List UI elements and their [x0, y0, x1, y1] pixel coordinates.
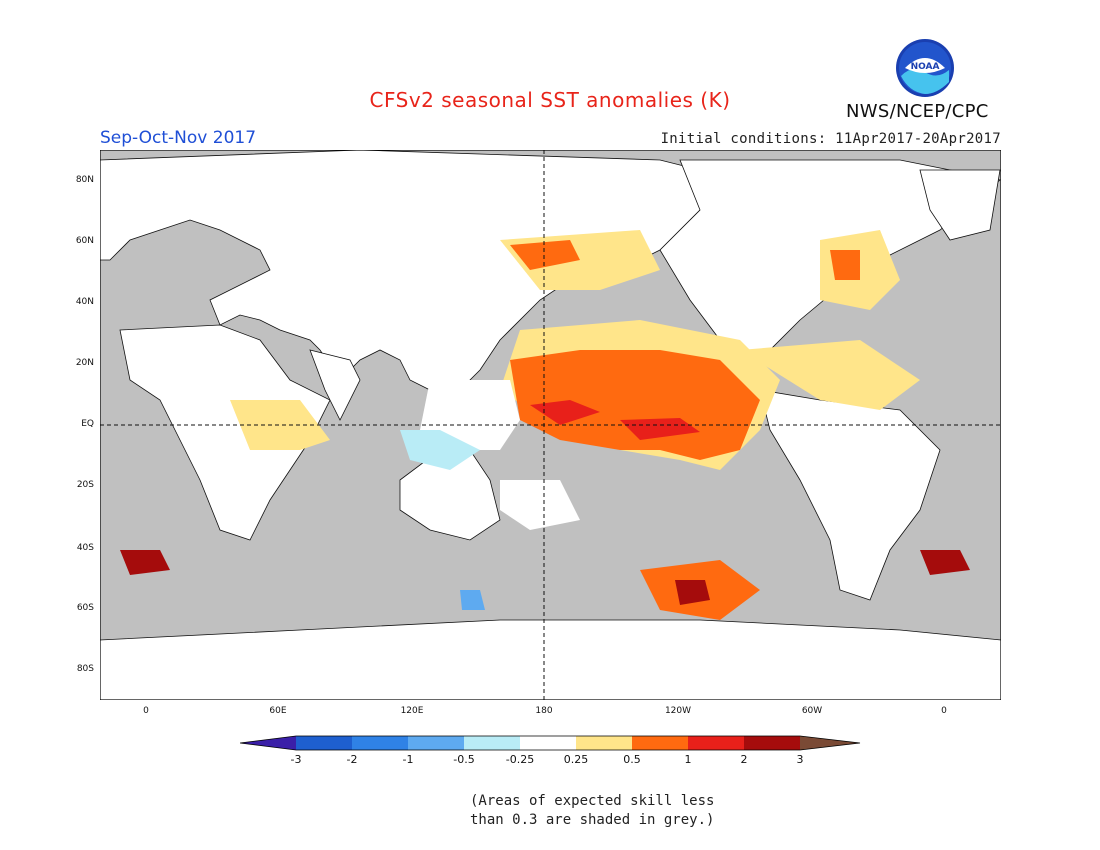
- africa: [119, 324, 331, 541]
- lon-label: 120E: [400, 706, 424, 716]
- sst-anomaly-map: [100, 150, 1001, 700]
- colorbar-label: 2: [740, 753, 748, 766]
- lon-label: 120W: [664, 706, 692, 716]
- colorbar-label: -0.5: [453, 753, 475, 766]
- lat-label: EQ: [81, 419, 94, 429]
- lat-label: 60S: [76, 603, 94, 613]
- colorbar-swatch: [464, 736, 520, 750]
- lat-label: 80N: [75, 175, 94, 185]
- colorbar: [240, 735, 861, 751]
- colorbar-label: 0.25: [563, 753, 589, 766]
- colorbar-swatch: [688, 736, 744, 750]
- colorbar-arrow-left: [240, 736, 296, 750]
- lon-label: 0: [941, 706, 947, 716]
- colorbar-label: 0.5: [623, 753, 641, 766]
- lat-label: 20N: [75, 358, 94, 368]
- anomaly-patches: [120, 230, 970, 620]
- colorbar-swatch: [352, 736, 408, 750]
- colorbar-swatch: [576, 736, 632, 750]
- lat-label: 80S: [76, 664, 94, 674]
- antarctica: [100, 619, 1001, 700]
- colorbar-label: -2: [346, 753, 358, 766]
- colorbar-swatch: [744, 736, 800, 750]
- season-label: Sep-Oct-Nov 2017: [100, 128, 257, 148]
- colorbar-label: 1: [684, 753, 692, 766]
- continents: [100, 150, 1001, 700]
- lon-label: 60W: [801, 706, 823, 716]
- lon-label: 180: [535, 706, 553, 716]
- colorbar-swatch: [520, 736, 576, 750]
- initial-conditions: Initial conditions: 11Apr2017-20Apr2017: [660, 131, 1001, 147]
- noaa-logo-icon: NOAA: [896, 39, 954, 97]
- colorbar-label: -3: [290, 753, 302, 766]
- colorbar-label: 3: [796, 753, 804, 766]
- lat-label: 20S: [76, 480, 94, 490]
- agency-label: NWS/NCEP/CPC: [846, 101, 989, 122]
- note-line: (Areas of expected skill less: [470, 793, 715, 809]
- colorbar-label: -1: [402, 753, 414, 766]
- skill-note: (Areas of expected skill less than 0.3 a…: [470, 792, 730, 830]
- colorbar-label: -0.25: [505, 753, 535, 766]
- lon-label: 0: [143, 706, 149, 716]
- colorbar-swatch: [408, 736, 464, 750]
- colorbar-arrow-right: [800, 736, 860, 750]
- note-line: than 0.3 are shaded in grey.): [470, 812, 715, 828]
- colorbar-swatch: [632, 736, 688, 750]
- lat-label: 40S: [76, 543, 94, 553]
- greenland: [919, 169, 1001, 241]
- south-america: [759, 389, 941, 601]
- colorbar-swatch: [296, 736, 352, 750]
- logo-text: NOAA: [911, 62, 940, 72]
- india: [309, 349, 361, 421]
- chart-title: CFSv2 seasonal SST anomalies (K): [369, 88, 731, 112]
- lat-label: 60N: [75, 236, 94, 246]
- lon-label: 60E: [269, 706, 287, 716]
- lat-label: 40N: [75, 297, 94, 307]
